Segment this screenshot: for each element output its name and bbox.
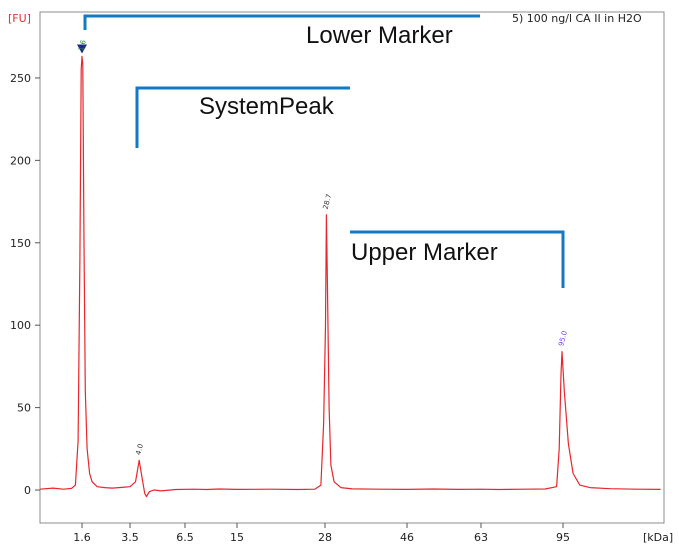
- peak-label: 4.0: [134, 443, 145, 456]
- peak-label: 28.7: [322, 193, 334, 210]
- annotation-label-lower: Lower Marker: [306, 22, 453, 49]
- annotation-bracket-lower: [83, 14, 480, 30]
- peak-label: 1.6: [77, 39, 88, 52]
- x-tick-label: 28: [318, 531, 332, 544]
- lower-marker-triangle: [77, 44, 87, 54]
- y-tick-label: 0: [24, 484, 31, 497]
- x-tick-label: 95: [556, 531, 570, 544]
- trace-layer: [39, 44, 661, 498]
- axis-layer: 0 50 100 150 200 250 1.6 3.5 6.5 15 28 46 63 95: [10, 11, 665, 544]
- y-axis-unit: [FU]: [8, 12, 31, 25]
- y-tick-label: 50: [17, 402, 31, 415]
- x-tick-label: 1.6: [73, 531, 91, 544]
- x-tick-label: 6.5: [176, 531, 194, 544]
- x-axis-unit: [kDa]: [643, 531, 673, 544]
- peak-label: 95.0: [557, 330, 569, 347]
- x-tick-label: 46: [400, 531, 414, 544]
- y-tick-label: 200: [10, 154, 31, 167]
- x-tick-label: 3.5: [121, 531, 139, 544]
- plot-frame: [39, 11, 665, 524]
- y-tick-label: 150: [10, 237, 31, 250]
- signal-trace: [39, 55, 661, 498]
- x-tick-label: 63: [474, 531, 488, 544]
- y-tick-label: 250: [10, 72, 31, 85]
- x-tick-label: 15: [230, 531, 244, 544]
- sample-title: 5) 100 ng/l CA II in H2O: [512, 12, 642, 25]
- peak-label-layer: 1.6 4.0 28.7 95.0: [77, 39, 569, 456]
- y-tick-label: 100: [10, 319, 31, 332]
- annotation-label-upper: Upper Marker: [351, 239, 498, 266]
- annotation-bracket-upper: [350, 230, 565, 288]
- annotation-layer: Lower Marker SystemPeak Upper Marker: [83, 14, 565, 288]
- annotation-bracket-system: [135, 86, 350, 148]
- annotation-label-system: SystemPeak: [199, 93, 335, 120]
